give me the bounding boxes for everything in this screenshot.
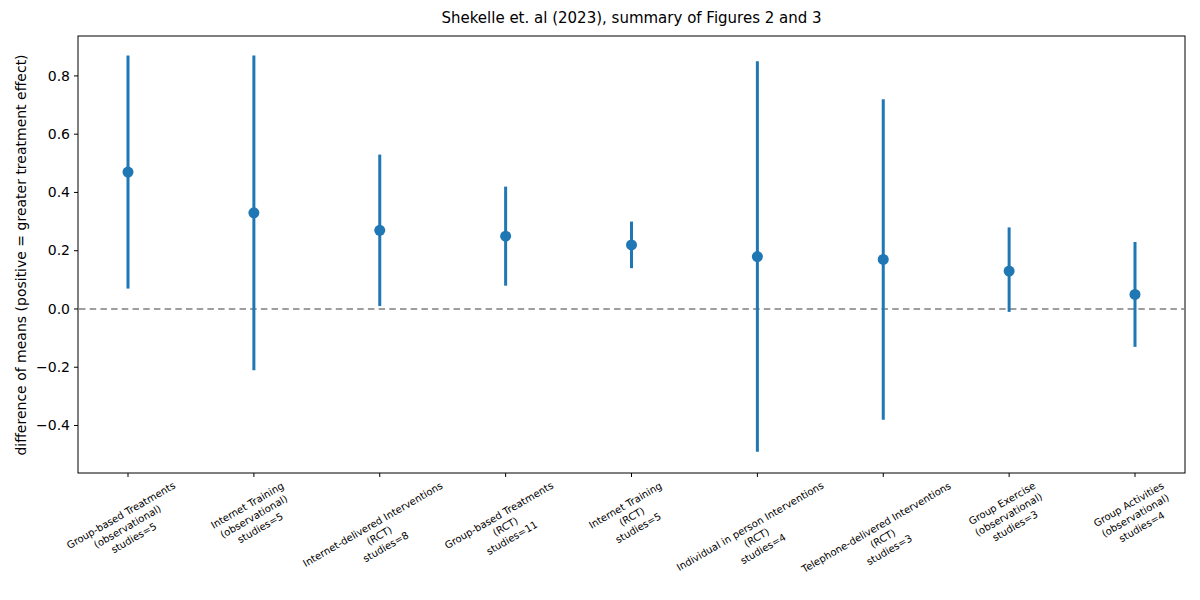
mean-marker xyxy=(500,231,511,242)
mean-marker xyxy=(374,225,385,236)
y-tick-label: 0.6 xyxy=(48,126,70,142)
mean-marker xyxy=(752,251,763,262)
mean-marker xyxy=(1004,266,1015,277)
y-tick-label: −0.2 xyxy=(36,359,70,375)
mean-marker xyxy=(123,167,134,178)
y-tick-label: −0.4 xyxy=(36,417,70,433)
mean-marker xyxy=(878,254,889,265)
y-tick-label: 0.0 xyxy=(48,301,70,317)
y-tick-label: 0.4 xyxy=(48,184,70,200)
mean-marker xyxy=(1130,289,1141,300)
mean-marker xyxy=(626,239,637,250)
mean-marker xyxy=(248,207,259,218)
y-tick-label: 0.8 xyxy=(48,68,70,84)
y-tick-label: 0.2 xyxy=(48,242,70,258)
figure: Shekelle et. al (2023), summary of Figur… xyxy=(0,0,1200,600)
